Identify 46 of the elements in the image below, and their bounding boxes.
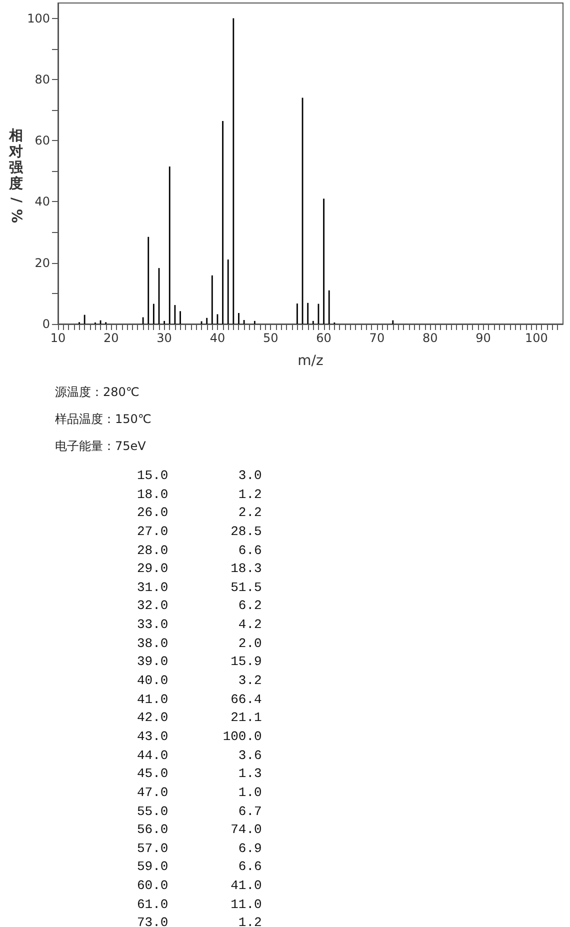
- text: 样品温度：150℃: [55, 411, 152, 428]
- text: 41.0 66.4: [137, 690, 262, 709]
- x-tick-label: 50: [262, 331, 278, 345]
- x-tick-label: 30: [156, 331, 172, 345]
- text: 43.0 100.0: [137, 728, 262, 746]
- text: 27.0 28.5: [137, 522, 262, 541]
- y-tick-label: 100: [27, 11, 50, 26]
- text: 40.0 3.2: [137, 672, 262, 690]
- x-tick-label: 80: [422, 331, 438, 345]
- text: 源温度：280℃: [55, 384, 140, 401]
- text: 61.0 11.0: [137, 896, 262, 914]
- text: 32.0 6.2: [137, 597, 262, 616]
- text: 47.0 1.0: [137, 784, 262, 802]
- y-tick-label: 40: [34, 194, 50, 209]
- text: 56.0 74.0: [137, 821, 262, 840]
- text: 55.0 6.7: [137, 802, 262, 821]
- text: 42.0 21.1: [137, 709, 262, 728]
- text: 29.0 18.3: [137, 560, 262, 578]
- text: 73.0 1.2: [137, 914, 262, 927]
- y-tick-label: 20: [34, 256, 50, 270]
- x-tick-label: 70: [369, 331, 385, 345]
- text: 28.0 6.6: [137, 542, 262, 560]
- text: 26.0 2.2: [137, 504, 262, 522]
- y-axis-title: 相对强度/%: [8, 128, 24, 224]
- y-tick-label: 0: [42, 317, 50, 331]
- text: 45.0 1.3: [137, 765, 262, 784]
- text: 38.0 2.0: [137, 634, 262, 653]
- text: 15.0 3.0: [137, 467, 262, 485]
- text: 电子能量：75eV: [55, 438, 147, 455]
- text: 31.0 51.5: [137, 578, 262, 597]
- text: 59.0 6.6: [137, 858, 262, 876]
- text: 60.0 41.0: [137, 877, 262, 896]
- x-tick-label: 90: [476, 331, 491, 345]
- text: 57.0 6.9: [137, 840, 262, 858]
- text: 39.0 15.9: [137, 653, 262, 672]
- x-tick-label: 100: [524, 331, 548, 345]
- x-tick-label: 60: [316, 331, 332, 345]
- x-tick-label: 40: [210, 331, 226, 345]
- y-tick-label: 60: [34, 134, 50, 148]
- text: 44.0 3.6: [137, 746, 262, 765]
- text: 18.0 1.2: [137, 486, 262, 504]
- text: 33.0 4.2: [137, 616, 262, 634]
- x-axis-title: m/z: [298, 353, 324, 369]
- x-tick-label: 20: [104, 331, 119, 345]
- y-tick-label: 80: [34, 72, 50, 86]
- x-tick-label: 10: [50, 331, 66, 345]
